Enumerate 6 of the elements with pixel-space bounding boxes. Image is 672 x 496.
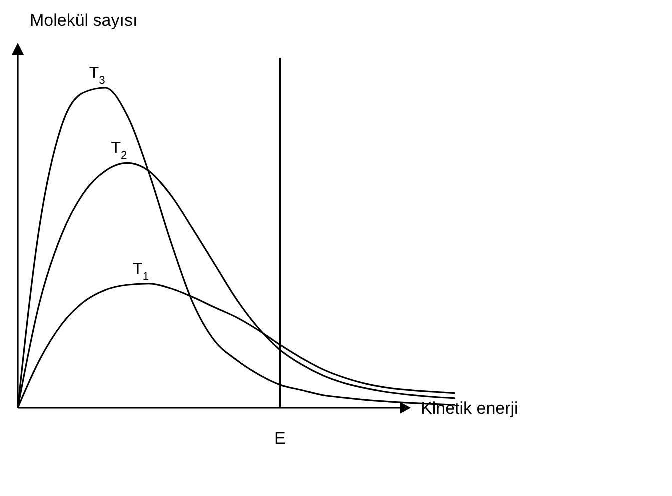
y-axis-title: Molekül sayısı (30, 11, 138, 30)
series-label: T$_{3}$ (89, 65, 106, 87)
x-axis-title: Kinetik enerji (421, 399, 518, 418)
series-label: T$_{2}$ (111, 140, 128, 162)
text: E (274, 429, 286, 448)
series-label: T$_{1}$ (133, 260, 150, 283)
